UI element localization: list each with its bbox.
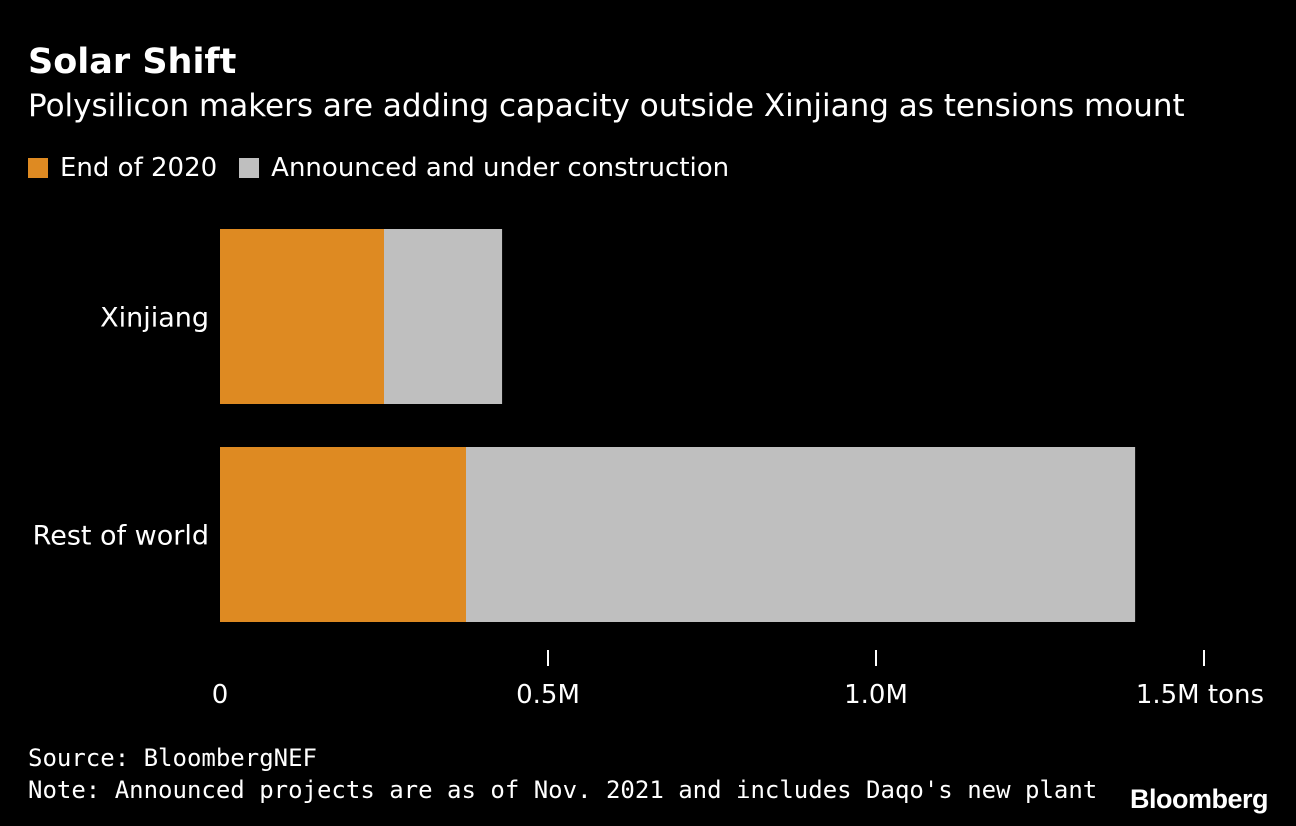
x-tick-label-2: 1.0M	[844, 680, 908, 710]
bar-rest-of-world-end-of-2020	[220, 447, 466, 622]
bar-xinjiang-end-of-2020	[220, 229, 384, 404]
legend-label-end-2020: End of 2020	[60, 153, 218, 183]
category-label-xinjiang: Xinjiang	[100, 303, 209, 334]
x-tick-label-3: 1.5M tons	[1136, 680, 1264, 710]
legend-item-end-2020: End of 2020	[28, 153, 217, 183]
chart-footer: Source: BloombergNEF Note: Announced pro…	[28, 742, 1097, 806]
source-note: Source: BloombergNEF	[28, 744, 317, 772]
chart-title: Solar Shift	[28, 42, 237, 82]
category-label-rest-of-world: Rest of world	[33, 521, 209, 552]
footnote: Note: Announced projects are as of Nov. …	[28, 776, 1098, 804]
bar-xinjiang-announced-and-under-construction	[384, 229, 503, 404]
legend-item-announced: Announced and under construction	[239, 153, 729, 183]
legend: End of 2020 Announced and under construc…	[28, 152, 751, 184]
bar-rest-of-world-announced-and-under-construction	[466, 447, 1136, 622]
legend-swatch-end-2020	[28, 158, 48, 178]
x-tick-label-1: 0.5M	[516, 680, 580, 710]
legend-label-announced: Announced and under construction	[271, 153, 730, 183]
chart-subtitle: Polysilicon makers are adding capacity o…	[28, 88, 1185, 124]
legend-swatch-announced	[239, 158, 260, 178]
x-tick-label-0: 0	[212, 680, 229, 710]
bloomberg-logo: Bloomberg	[1129, 784, 1269, 814]
